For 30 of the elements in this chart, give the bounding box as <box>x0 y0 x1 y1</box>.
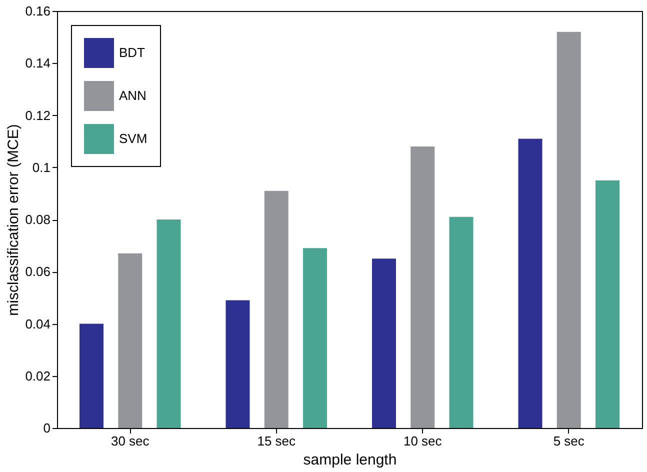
bar <box>156 220 181 428</box>
y-tick-label: 0.06 <box>25 264 50 280</box>
y-tick-label: 0.16 <box>25 4 50 18</box>
y-tick-label: 0.04 <box>25 316 50 332</box>
bar <box>79 324 104 428</box>
y-tick-label: 0.02 <box>25 368 50 384</box>
x-tick-label: 5 sec <box>553 434 585 448</box>
x-tick-label: 15 sec <box>257 434 296 448</box>
bar <box>410 146 435 428</box>
y-tick-label: 0.08 <box>25 212 50 227</box>
bar <box>118 253 142 428</box>
bar <box>556 32 581 428</box>
bar <box>372 258 396 428</box>
bar <box>264 190 288 428</box>
bar <box>596 180 620 428</box>
y-axis-title: misclassification error (MCE) <box>5 124 22 316</box>
y-tick-label: 0 <box>43 420 50 436</box>
bar <box>518 138 542 428</box>
y-tick-label: 0.1 <box>32 160 50 175</box>
legend-label: ANN <box>119 88 146 103</box>
y-tick-label: 0.12 <box>25 108 50 123</box>
bar <box>449 216 474 428</box>
legend-label: BDT <box>119 45 146 60</box>
bar <box>226 300 250 428</box>
y-tick-label: 0.14 <box>25 56 50 71</box>
x-tick-label: 30 sec <box>110 434 150 448</box>
x-tick-label: 10 sec <box>403 434 442 448</box>
legend-label: SVM <box>119 131 148 146</box>
bar <box>303 248 328 428</box>
x-axis-title: sample length <box>303 452 397 468</box>
